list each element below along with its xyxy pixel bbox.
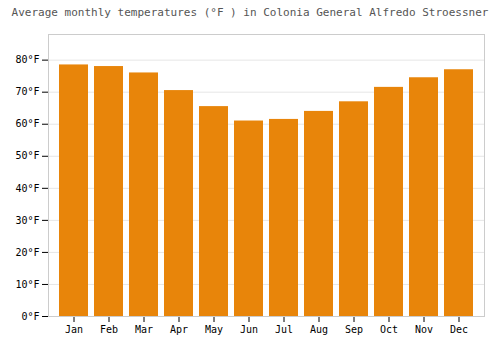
svg-text:Sep: Sep xyxy=(345,324,363,335)
html-text:Average monthly temperatures (: Average monthly temperatures (°F ) in Co… xyxy=(11,6,489,19)
svg-text:0°F: 0°F xyxy=(21,311,39,322)
svg-text:Aug: Aug xyxy=(310,324,328,335)
svg-text:Nov: Nov xyxy=(415,324,433,335)
svg-text:50°F: 50°F xyxy=(15,151,39,162)
svg-text:Dec: Dec xyxy=(450,324,468,335)
svg-text:Feb: Feb xyxy=(100,324,118,335)
svg-text:Jan: Jan xyxy=(65,324,83,335)
svg-text:Apr: Apr xyxy=(170,324,188,335)
svg-text:30°F: 30°F xyxy=(15,215,39,226)
svg-text:Jul: Jul xyxy=(275,324,293,335)
svg-text:Mar: Mar xyxy=(135,324,153,335)
svg-text:80°F: 80°F xyxy=(15,55,39,66)
svg-text:40°F: 40°F xyxy=(15,183,39,194)
svg-text:70°F: 70°F xyxy=(15,87,39,98)
svg-text:Oct: Oct xyxy=(380,324,398,335)
svg-text:Jun: Jun xyxy=(240,324,258,335)
svg-text:10°F: 10°F xyxy=(15,279,39,290)
svg-text:May: May xyxy=(205,324,223,335)
svg-text:20°F: 20°F xyxy=(15,247,39,258)
svg-text:60°F: 60°F xyxy=(15,119,39,130)
